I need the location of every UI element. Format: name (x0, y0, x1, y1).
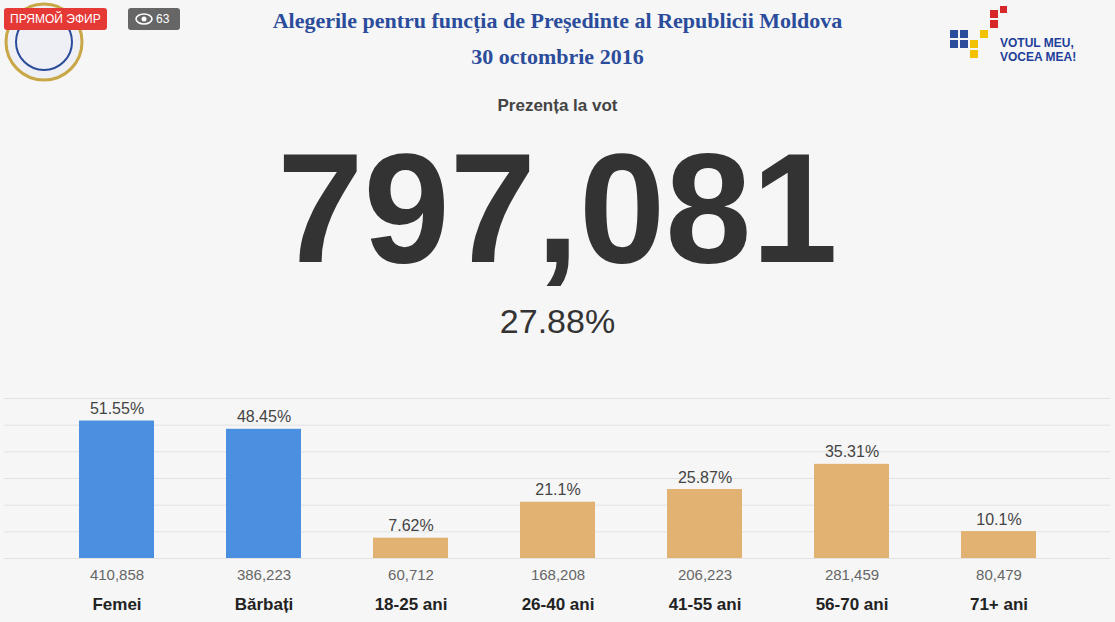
svg-text:410,858: 410,858 (90, 566, 144, 583)
html-text:Prezența la vot: Prezența la vot (497, 96, 618, 115)
svg-text:71+ ani: 71+ ani (970, 595, 1028, 614)
svg-text:60,712: 60,712 (388, 566, 434, 583)
html-text:27.88%: 27.88% (499, 302, 616, 340)
svg-text:80,479: 80,479 (976, 566, 1022, 583)
svg-text:386,223: 386,223 (237, 566, 291, 583)
svg-text:41-55 ani: 41-55 ani (669, 595, 742, 614)
html-text:63: 63 (156, 12, 170, 26)
svg-text:56-70 ani: 56-70 ani (816, 595, 889, 614)
svg-text:281,459: 281,459 (825, 566, 879, 583)
svg-text:48.45%: 48.45% (237, 408, 291, 425)
html-text:ПРЯМОЙ ЭФИР: ПРЯМОЙ ЭФИР (10, 12, 101, 26)
svg-text:Femei: Femei (92, 595, 141, 614)
svg-text:206,223: 206,223 (678, 566, 732, 583)
html-text:797,081: 797,081 (277, 122, 838, 295)
svg-text:18-25 ani: 18-25 ani (375, 595, 448, 614)
svg-text:26-40 ani: 26-40 ani (522, 595, 595, 614)
html-text:VOCEA MEA!: VOCEA MEA! (1000, 50, 1077, 64)
svg-text:10.1%: 10.1% (976, 511, 1021, 528)
svg-text:21.1%: 21.1% (535, 481, 580, 498)
svg-text:35.31%: 35.31% (825, 443, 879, 460)
svg-text:51.55%: 51.55% (90, 400, 144, 417)
svg-text:168,208: 168,208 (531, 566, 585, 583)
html-text:30 octombrie 2016: 30 octombrie 2016 (471, 44, 644, 69)
svg-text:Bărbați: Bărbați (235, 595, 294, 614)
svg-text:7.62%: 7.62% (388, 517, 433, 534)
svg-text:25.87%: 25.87% (678, 469, 732, 486)
html-text:VOTUL MEU,: VOTUL MEU, (1000, 36, 1074, 50)
html-text:Alegerile pentru funcția de Pr: Alegerile pentru funcția de Președinte a… (272, 8, 843, 33)
